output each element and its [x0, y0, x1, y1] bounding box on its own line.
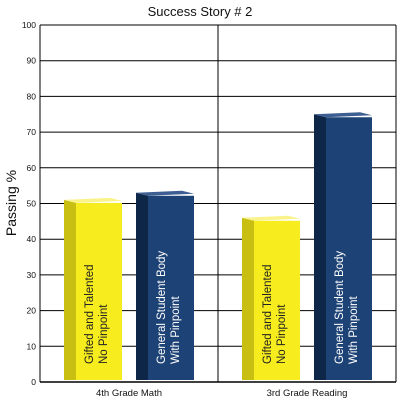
bar-front: [254, 220, 300, 380]
chart-title: Success Story # 2: [148, 4, 253, 19]
bar-label-line: Gifted and Talented: [84, 264, 96, 364]
bar-label: General Student Body With Pinpoint: [156, 251, 182, 364]
bar: General Student Body With Pinpoint: [314, 112, 372, 380]
y-tick-label: 40: [27, 234, 37, 244]
bar-side: [242, 217, 254, 380]
bar-label-line: With Pinpoint: [170, 295, 182, 364]
y-tick-label: 10: [27, 341, 37, 351]
y-axis-ticks: 0 10 20 30 40 50 60 70 80 90 100: [22, 20, 36, 387]
y-tick-label: 90: [27, 56, 37, 66]
bar-label-line: General Student Body: [156, 251, 168, 364]
bar-top: [314, 112, 372, 118]
bar-label-line: General Student Body: [334, 251, 346, 364]
x-category-label: 3rd Grade Reading: [267, 388, 348, 399]
bar-top: [136, 190, 194, 196]
bar-front: [148, 195, 194, 380]
bar-label-line: No Pinpoint: [276, 304, 288, 364]
bar-side: [136, 192, 148, 380]
y-tick-label: 30: [27, 270, 37, 280]
bar-label: Gifted and Talented No Pinpoint: [262, 264, 288, 364]
bar-front: [326, 117, 372, 380]
bar-side: [64, 199, 76, 380]
y-tick-label: 0: [31, 377, 36, 387]
y-tick-label: 80: [27, 91, 37, 101]
y-tick-label: 100: [22, 20, 36, 30]
bar-front: [76, 202, 122, 380]
x-axis-categories: 4th Grade Math 3rd Grade Reading: [96, 388, 347, 399]
bar-label-line: No Pinpoint: [98, 304, 110, 364]
y-tick-label: 70: [27, 127, 37, 137]
bar-label: General Student Body With Pinpoint: [334, 251, 360, 364]
bar-label: Gifted and Talented No Pinpoint: [84, 264, 110, 364]
bar: General Student Body With Pinpoint: [136, 190, 194, 380]
bar-top: [64, 197, 122, 203]
bar-side: [314, 114, 326, 380]
bar-label-line: Gifted and Talented: [262, 264, 274, 364]
y-axis-label: Passing %: [3, 170, 19, 236]
y-tick-label: 50: [27, 199, 37, 209]
bar-label-line: With Pinpoint: [348, 295, 360, 364]
x-category-label: 4th Grade Math: [96, 388, 162, 399]
y-tick-label: 20: [27, 306, 37, 316]
y-tick-label: 60: [27, 163, 37, 173]
bars: Gifted and Talented No Pinpoint General St…: [64, 112, 372, 380]
axes: [39, 25, 397, 383]
bar: Gifted and Talented No Pinpoint: [64, 197, 122, 380]
bar-top: [242, 215, 300, 221]
bar: Gifted and Talented No Pinpoint: [242, 215, 300, 380]
